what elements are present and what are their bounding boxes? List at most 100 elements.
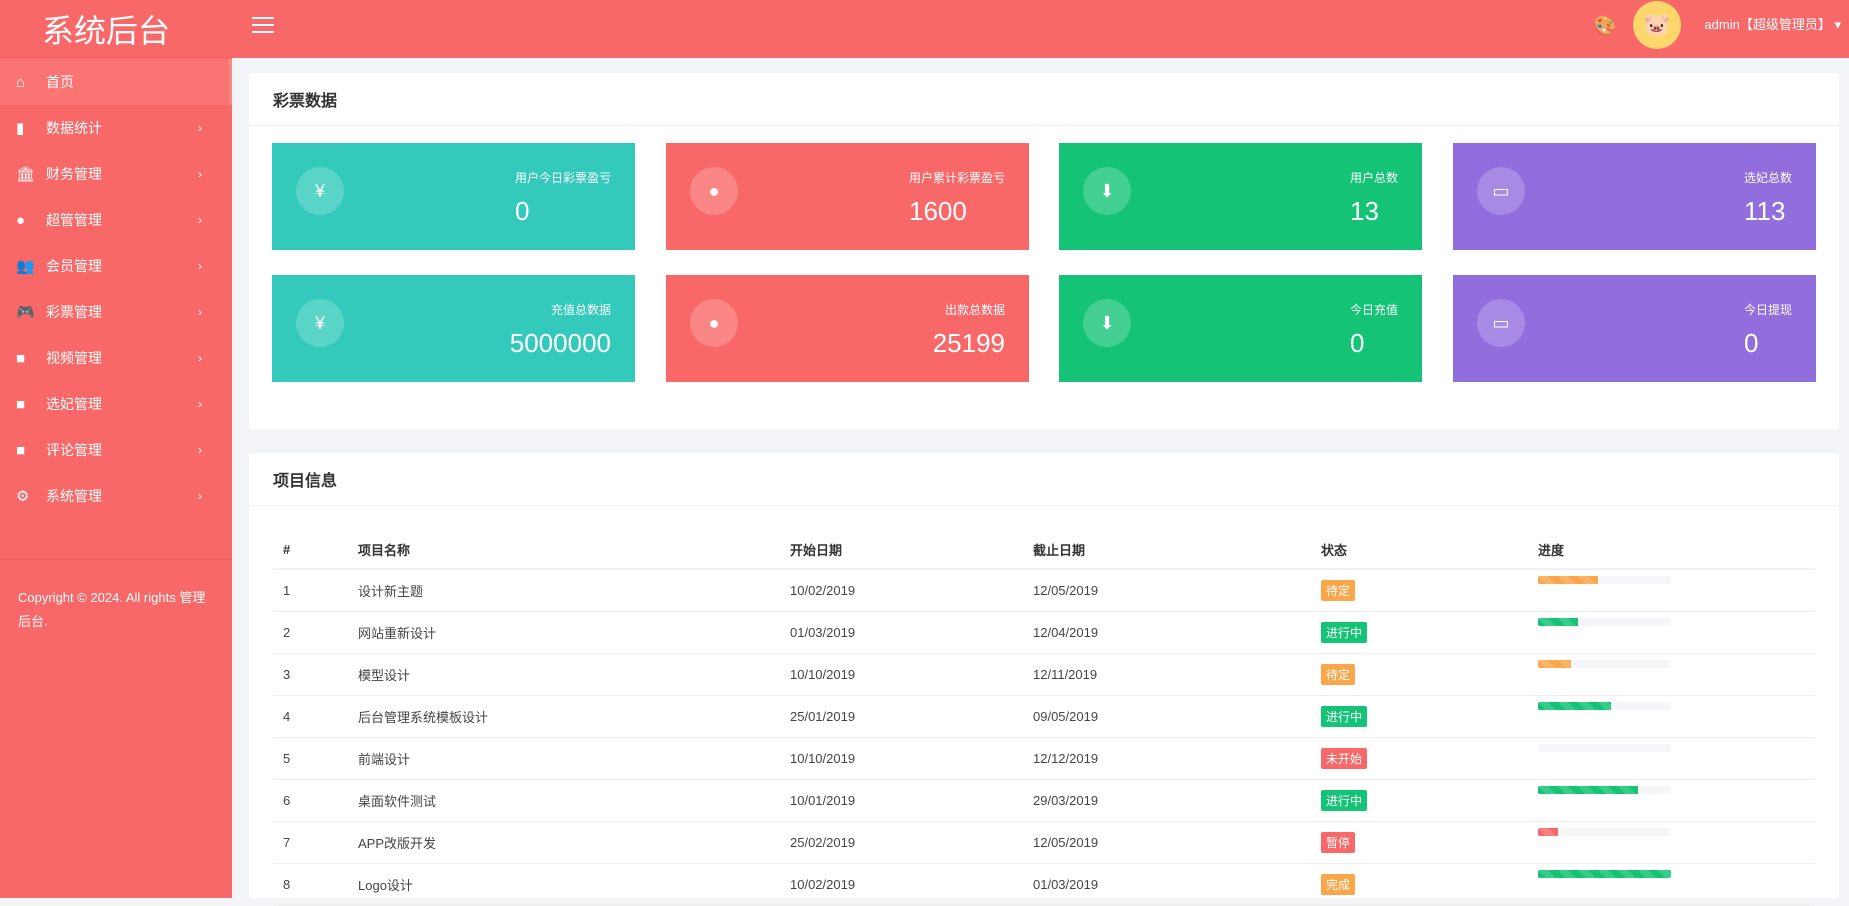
sidebar-item-label: 评论管理 <box>46 442 102 458</box>
stat-value: 13 <box>1349 196 1379 226</box>
video-icon: ■ <box>16 349 26 367</box>
stat-card: ● 用户累计彩票盈亏 1600 <box>666 143 1029 250</box>
progress-fill <box>1538 870 1671 878</box>
sidebar: 系统后台 ⌂ 首页 ▮ 数据统计 › 🏛 财务管理 › ● 超管管理 › 👥 会员管理 › 🎮 彩票管理 › ■ 视… <box>0 0 232 898</box>
stat-value: 1600 <box>908 196 967 226</box>
column-header: 开始日期 <box>780 530 1023 570</box>
status-badge: 完成 <box>1321 873 1356 895</box>
sidebar-item-8[interactable]: ■ 评论管理 › <box>0 427 232 473</box>
stat-card: ¥ 用户今日彩票盈亏 0 <box>272 143 635 250</box>
stat-card: ¥ 充值总数据 5000000 <box>272 275 635 382</box>
progress-bar <box>1538 618 1671 626</box>
sidebar-item-label: 视频管理 <box>46 350 102 366</box>
chevron-right-icon: › <box>198 443 202 457</box>
sidebar-item-3[interactable]: ● 超管管理 › <box>0 197 232 243</box>
bar-chart-icon: ▮ <box>16 120 25 137</box>
stat-label: 用户今日彩票盈亏 <box>514 171 611 185</box>
caret-down-icon: ▾ <box>1834 17 1841 32</box>
stat-value: 0 <box>514 196 530 226</box>
table-row: 2 网站重新设计 01/03/2019 12/04/2019 进行中 <box>273 611 1815 654</box>
stat-value: 5000000 <box>509 328 611 358</box>
project-name: 后台管理系统模板设计 <box>348 695 780 738</box>
stat-value: 113 <box>1743 196 1786 226</box>
top-header: 🎨 🐷 admin【超级管理员】 ▾ <box>232 0 1849 58</box>
user-icon: ● <box>690 167 738 215</box>
sidebar-item-label: 数据统计 <box>46 120 102 136</box>
column-header: # <box>273 530 348 570</box>
arrow-down-icon: ⬇ <box>1083 299 1131 347</box>
projects-panel: 项目信息 # 项目名称 开始日期 截止日期 状态 进度 1 设计新主题 10/02/2019 1… <box>249 453 1839 906</box>
status-badge: 进行中 <box>1321 705 1368 727</box>
stats-title: 彩票数据 <box>249 73 1839 126</box>
table-row: 4 后台管理系统模板设计 25/01/2019 09/05/2019 进行中 <box>273 695 1815 738</box>
chevron-right-icon: › <box>198 351 202 365</box>
start-date: 25/01/2019 <box>780 695 1023 738</box>
logo: 系统后台 <box>0 0 232 58</box>
project-name: 设计新主题 <box>348 569 780 612</box>
end-date: 12/11/2019 <box>1023 653 1311 696</box>
palette-icon[interactable]: 🎨 <box>1593 16 1617 37</box>
sidebar-item-6[interactable]: ■ 视频管理 › <box>0 335 232 381</box>
comment-icon: ▭ <box>1477 299 1525 347</box>
row-id: 3 <box>273 653 348 696</box>
stat-value: 0 <box>1743 328 1759 358</box>
stat-label: 今日充值 <box>1349 303 1398 317</box>
sidebar-item-7[interactable]: ■ 选妃管理 › <box>0 381 232 427</box>
menu-toggle-icon[interactable] <box>252 17 274 38</box>
stat-card: ⬇ 用户总数 13 <box>1059 143 1422 250</box>
project-name: 模型设计 <box>348 653 780 696</box>
table-row: 3 模型设计 10/10/2019 12/11/2019 待定 <box>273 653 1815 696</box>
sidebar-item-label: 会员管理 <box>46 258 102 274</box>
stat-card: ⬇ 今日充值 0 <box>1059 275 1422 382</box>
avatar[interactable]: 🐷 <box>1633 1 1681 49</box>
gamepad-icon: 🎮 <box>16 304 35 321</box>
yen-icon: ¥ <box>296 299 344 347</box>
sidebar-item-0[interactable]: ⌂ 首页 <box>0 59 232 105</box>
sidebar-item-label: 超管管理 <box>46 212 102 228</box>
stat-label: 选妃总数 <box>1743 171 1792 185</box>
end-date: 12/04/2019 <box>1023 611 1311 654</box>
end-date: 09/05/2019 <box>1023 695 1311 738</box>
table-row: 6 桌面软件测试 10/01/2019 29/03/2019 进行中 <box>273 779 1815 822</box>
stat-label: 充值总数据 <box>550 303 611 317</box>
project-name: APP改版开发 <box>348 821 780 864</box>
project-name: 前端设计 <box>348 737 780 780</box>
chevron-right-icon: › <box>198 167 202 181</box>
column-header: 截止日期 <box>1023 530 1311 570</box>
chevron-right-icon: › <box>198 489 202 503</box>
column-header: 状态 <box>1311 530 1528 570</box>
home-icon: ⌂ <box>16 73 26 91</box>
end-date: 12/05/2019 <box>1023 821 1311 864</box>
progress-fill <box>1538 576 1598 585</box>
chevron-right-icon: › <box>198 213 202 227</box>
chevron-right-icon: › <box>198 305 202 319</box>
sidebar-item-2[interactable]: 🏛 财务管理 › <box>0 151 232 197</box>
row-id: 5 <box>273 737 348 780</box>
status-badge: 暂停 <box>1321 831 1356 853</box>
status-badge: 进行中 <box>1321 789 1368 811</box>
sidebar-item-label: 财务管理 <box>46 166 102 182</box>
progress-fill <box>1538 618 1578 626</box>
table-row: 8 Logo设计 10/02/2019 01/03/2019 完成 <box>273 863 1815 906</box>
column-header: 项目名称 <box>348 530 780 570</box>
row-id: 7 <box>273 821 348 864</box>
video-icon: ■ <box>16 441 26 459</box>
progress-bar <box>1538 870 1671 878</box>
sidebar-item-1[interactable]: ▮ 数据统计 › <box>0 105 232 151</box>
status-badge: 待定 <box>1321 579 1356 601</box>
user-icon: ● <box>16 211 26 229</box>
copyright: Copyright © 2024. All rights 管理后台. <box>0 559 232 660</box>
progress-bar <box>1538 828 1671 836</box>
sidebar-item-5[interactable]: 🎮 彩票管理 › <box>0 289 232 335</box>
start-date: 01/03/2019 <box>780 611 1023 654</box>
project-name: 网站重新设计 <box>348 611 780 654</box>
comment-icon: ▭ <box>1477 167 1525 215</box>
progress-fill <box>1538 702 1612 710</box>
status-badge: 进行中 <box>1321 621 1368 643</box>
start-date: 10/01/2019 <box>780 779 1023 822</box>
user-menu[interactable]: admin【超级管理员】 ▾ <box>1704 14 1841 33</box>
stats-panel: 彩票数据 ¥ 用户今日彩票盈亏 0 ● 用户累计彩票盈亏 1600 ⬇ 用户总数 13 ▭ 选妃总数… <box>249 73 1839 429</box>
sidebar-item-9[interactable]: ⚙ 系统管理 › <box>0 473 232 519</box>
sidebar-item-4[interactable]: 👥 会员管理 › <box>0 243 232 289</box>
row-id: 6 <box>273 779 348 822</box>
